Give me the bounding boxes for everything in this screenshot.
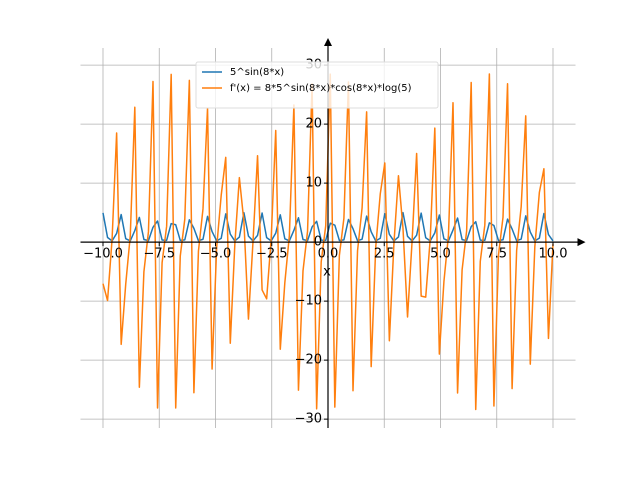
x-tick-label: −7.5 [143,247,175,262]
legend: 5^sin(8*x) f'(x) = 8*5^sin(8*x)*cos(8*x)*… [195,61,439,109]
legend-box [195,61,439,109]
y-tick-label: −10 [295,294,322,309]
x-tick-label: 2.5 [374,247,395,262]
x-axis-label: x [323,265,331,280]
y-tick-label: 20 [305,117,322,132]
x-tick-label: −10.0 [83,247,123,262]
x-tick-label: 0.0 [318,247,339,262]
y-tick-label: 10 [305,176,322,191]
y-tick-label: 0 [314,235,322,250]
x-axis-arrow [577,238,586,247]
y-tick-label: −20 [295,353,322,368]
y-axis-arrow [324,38,332,46]
legend-label: f'(x) = 8*5^sin(8*x)*cos(8*x)*log(5) [230,83,412,94]
legend-label: 5^sin(8*x) [230,67,284,78]
x-tick-label: 10.0 [539,247,568,262]
x-tick-label: 5.0 [430,247,451,262]
x-tick-label: −5.0 [200,247,232,262]
x-tick-label: −2.5 [256,247,288,262]
y-tick-label: −30 [295,412,322,427]
x-tick-label: 7.5 [486,247,507,262]
